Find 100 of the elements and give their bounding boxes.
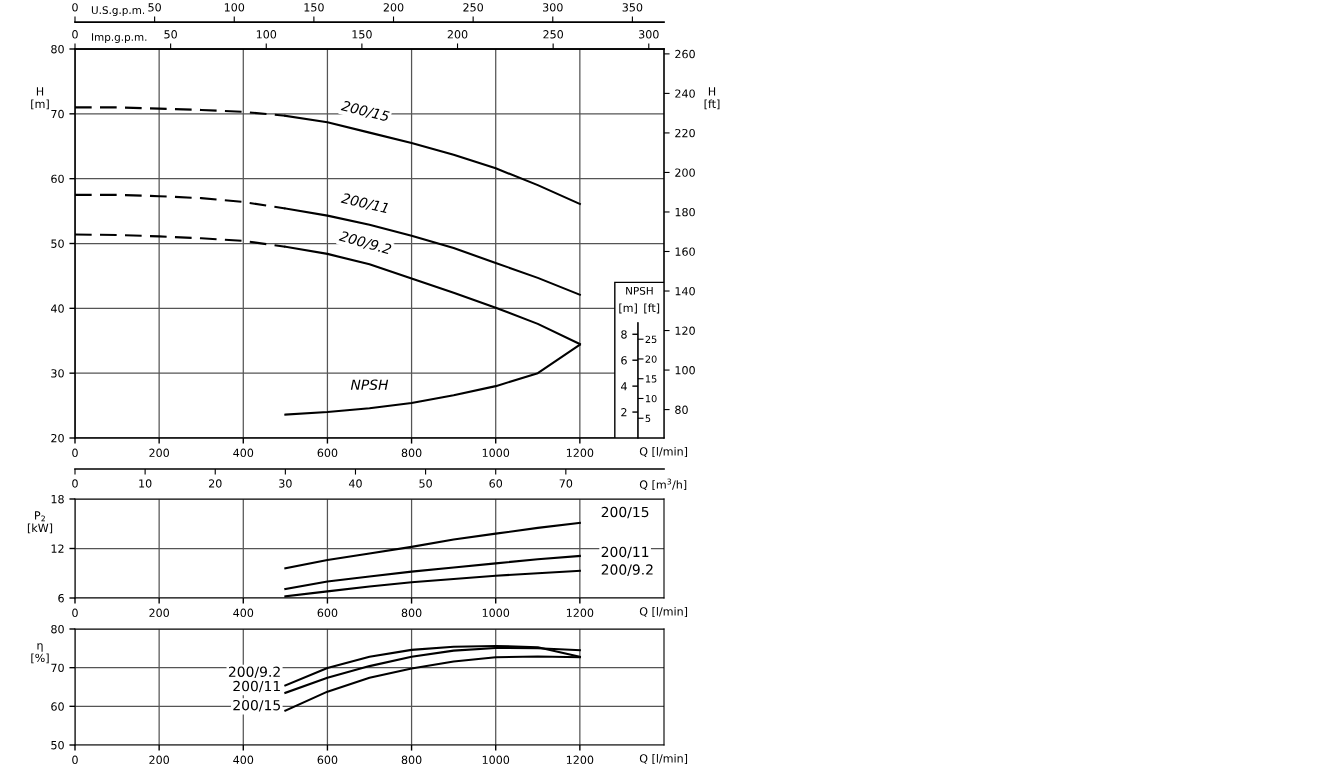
x-tick-label: 200 [149,755,170,765]
y-tick-label: 12 [51,544,64,553]
y-tick-label: 70 [51,109,64,119]
y-tick-label: 8 [621,330,627,339]
x2-tick-label: 150 [304,3,324,12]
x2-tick-label: 20 [208,479,222,488]
y-tick-label: 2 [621,408,627,417]
y2-tick-label: 200 [675,168,695,177]
y2-tick-label: 100 [675,366,695,375]
x2-tick-label: 0 [72,479,78,488]
x2-axis-title: Imp.g.p.m. [92,33,147,43]
y2-tick-label: 160 [675,247,695,256]
x-tick-label: 1000 [482,755,510,765]
y2-tick-label: 15 [645,375,657,383]
x-tick-label: 0 [72,608,78,618]
x2-tick-label: 250 [463,3,484,12]
y-tick-label: 30 [51,369,64,378]
annotation: NPSH [626,286,653,295]
x-tick-label: 400 [233,755,254,765]
y-tick-label: 18 [51,494,64,504]
x-tick-label: 0 [72,448,78,458]
x-axis-title: Q [l/min] [639,754,688,764]
x2-tick-label: 40 [348,479,362,488]
y-tick-label: 6 [621,356,627,365]
series-label: 200/9.2 [601,564,653,576]
y-tick-label: 40 [50,304,64,313]
x-tick-label: 200 [149,608,170,618]
x-tick-label: 1200 [566,755,594,765]
text: 200/11 [340,192,389,215]
text: 200/15 [340,100,390,123]
x2-tick-label: 100 [224,3,245,12]
x-tick-label: 1000 [482,448,510,458]
series-label: 200/9.2 [228,666,280,679]
x-tick-label: 200 [149,448,170,458]
y-tick-label: 60 [51,174,64,184]
x2-axis-title: Q [m$^{3}$/h] [639,478,687,491]
y2-tick-label: 25 [645,335,657,344]
y-tick-label: 80 [51,44,64,54]
x2-tick-label: 50 [148,3,161,12]
x-tick-label: 600 [317,755,338,765]
x-tick-label: 400 [233,448,254,458]
y2-tick-label: 20 [645,355,657,363]
y-axis-title: η [%] [31,643,49,664]
y2-tick-label: 260 [675,49,695,59]
x2-tick-label: 300 [639,30,659,39]
x2-tick-label: 50 [164,30,177,39]
y2-tick-label: 80 [675,405,688,414]
y-tick-label: 4 [620,382,627,391]
x-tick-label: 800 [401,608,422,618]
series-label: 200/11 [601,546,649,559]
y-axis-title: [m] [619,303,637,314]
x2-tick-label: 50 [419,479,432,488]
y-tick-label: 60 [51,702,64,711]
x2-tick-label: 250 [543,30,564,39]
y-tick-label: 6 [58,593,64,603]
x2-tick-label: 200 [447,30,468,39]
y2-axis-title: [ft] [644,303,660,314]
x2-tick-label: 150 [352,30,372,39]
series-label: NPSH [350,379,389,390]
x2-tick-label: 30 [279,479,292,488]
x-tick-label: 400 [233,608,254,618]
series-label: 200/15 [601,506,649,519]
x2-tick-label: 70 [559,479,573,488]
y2-tick-label: 5 [645,414,651,423]
x-tick-label: 800 [401,448,422,458]
y2-tick-label: 220 [675,128,695,138]
series-label: 200/11 [233,680,280,693]
y2-tick-label: 180 [675,207,695,217]
series-label: 200/15 [233,699,280,712]
x2-tick-label: 200 [383,3,404,12]
x-tick-label: 1200 [566,448,594,458]
y2-axis-title: H [ft] [704,87,720,110]
x-tick-label: 1000 [482,608,510,618]
y2-tick-label: 10 [645,394,657,403]
y-tick-label: 80 [51,624,64,634]
text: 200/9.2 [338,230,392,256]
x2-tick-label: 0 [72,3,78,12]
x2-tick-label: 60 [489,479,503,488]
x2-tick-label: 350 [622,3,643,12]
x2-tick-label: 100 [256,30,277,39]
x-tick-label: 800 [401,755,422,765]
x-axis-title: Q [l/min] [639,447,688,457]
x-axis-title: Q [l/min] [639,607,688,617]
x2-tick-label: 300 [543,3,563,12]
y-axis-title: P$_{2}$ [kW] [27,511,53,534]
y-tick-label: 50 [51,740,64,750]
y2-tick-label: 140 [675,286,695,296]
y2-tick-label: 240 [675,89,695,98]
y-tick-label: 50 [51,239,64,248]
x2-axis-title: U.S.g.p.m. [91,6,145,17]
x-tick-label: 600 [317,448,338,458]
x-tick-label: 1200 [566,608,594,618]
y2-tick-label: 120 [675,326,695,335]
x2-tick-label: 0 [72,30,78,39]
y-tick-label: 70 [51,663,64,673]
x2-tick-label: 10 [139,479,152,488]
y-tick-label: 20 [51,433,64,443]
y-axis-title: H [m] [31,87,49,110]
x-tick-label: 0 [72,755,78,765]
x-tick-label: 600 [317,608,338,618]
